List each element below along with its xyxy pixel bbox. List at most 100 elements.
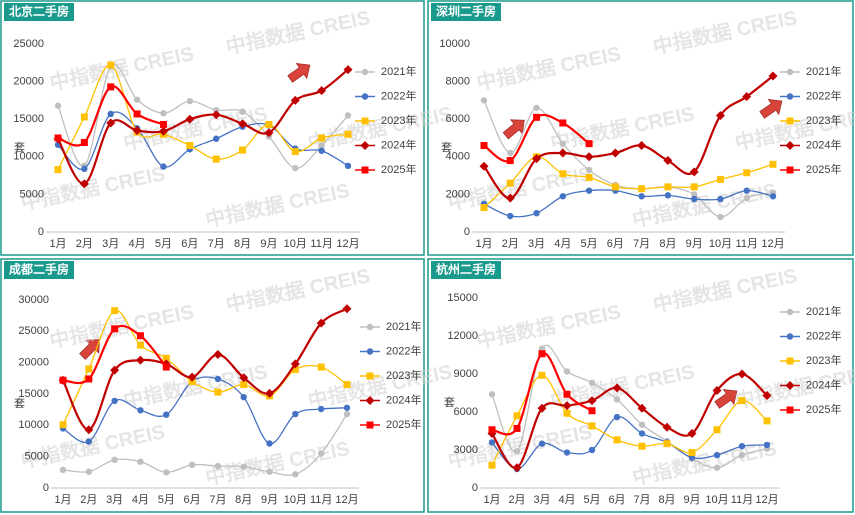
legend-label: 2024年 bbox=[806, 137, 841, 151]
data-point bbox=[265, 388, 275, 398]
data-point bbox=[135, 355, 145, 365]
data-point bbox=[585, 166, 593, 174]
data-point bbox=[317, 86, 327, 96]
data-point bbox=[240, 381, 248, 389]
data-point bbox=[533, 113, 541, 121]
data-point bbox=[507, 149, 514, 157]
x-tick-label: 10月 bbox=[284, 494, 307, 506]
data-point bbox=[107, 110, 114, 118]
x-tick-label: 11月 bbox=[310, 238, 332, 250]
data-point bbox=[212, 135, 220, 142]
data-point bbox=[54, 102, 62, 109]
data-point bbox=[533, 210, 540, 217]
data-point bbox=[291, 148, 299, 156]
data-point bbox=[559, 170, 567, 178]
data-point bbox=[111, 456, 118, 463]
data-point bbox=[637, 141, 647, 151]
x-tick-label: 7月 bbox=[633, 494, 650, 506]
data-point bbox=[317, 405, 325, 413]
y-tick-label: 6000 bbox=[454, 406, 478, 418]
panel-border bbox=[427, 258, 854, 513]
y-tick-label: 3000 bbox=[454, 444, 478, 456]
data-point bbox=[585, 173, 593, 181]
data-point bbox=[688, 449, 696, 457]
legend-marker bbox=[786, 308, 794, 316]
data-point bbox=[292, 410, 299, 418]
data-point bbox=[663, 156, 673, 166]
legend-label: 2024年 bbox=[381, 137, 416, 151]
data-point bbox=[585, 140, 593, 148]
data-point bbox=[136, 341, 144, 349]
data-point bbox=[562, 401, 572, 411]
data-point bbox=[513, 448, 521, 455]
data-point bbox=[488, 439, 496, 446]
data-point bbox=[160, 109, 167, 117]
data-point bbox=[80, 113, 88, 121]
data-point bbox=[537, 403, 547, 413]
data-point bbox=[292, 164, 299, 172]
data-point bbox=[559, 140, 567, 147]
data-point bbox=[638, 193, 645, 200]
data-point bbox=[85, 438, 93, 445]
data-point bbox=[717, 213, 724, 221]
data-point bbox=[768, 71, 778, 81]
data-point bbox=[186, 142, 194, 150]
x-tick-label: 11月 bbox=[731, 494, 753, 506]
data-point bbox=[563, 368, 571, 375]
x-tick-label: 3月 bbox=[533, 494, 550, 506]
x-tick-label: 7月 bbox=[209, 494, 226, 506]
x-tick-label: 5月 bbox=[155, 238, 172, 250]
y-tick-label: 5000 bbox=[20, 188, 44, 200]
data-point bbox=[663, 440, 671, 448]
data-point bbox=[85, 365, 93, 373]
y-tick-label: 15000 bbox=[13, 113, 44, 125]
data-point bbox=[318, 142, 325, 149]
data-point bbox=[638, 421, 646, 428]
data-point bbox=[188, 461, 196, 469]
data-point bbox=[212, 106, 220, 114]
data-point bbox=[584, 152, 594, 162]
data-point bbox=[80, 139, 88, 147]
x-tick-label: 9月 bbox=[686, 238, 703, 250]
legend-marker bbox=[366, 348, 374, 355]
data-point bbox=[713, 426, 721, 434]
data-point bbox=[690, 183, 698, 191]
watermark: 中指数据 CREIS bbox=[474, 41, 622, 95]
x-tick-label: 7月 bbox=[208, 238, 225, 250]
y-tick-label: 20000 bbox=[18, 357, 49, 369]
data-point bbox=[266, 468, 273, 475]
x-tick-label: 2月 bbox=[502, 238, 519, 250]
legend-marker bbox=[786, 68, 794, 76]
data-point bbox=[588, 379, 596, 387]
legend-label: 2022年 bbox=[806, 88, 841, 102]
data-point bbox=[506, 179, 514, 187]
data-point bbox=[763, 417, 771, 425]
data-point bbox=[211, 110, 221, 120]
data-point bbox=[239, 146, 247, 154]
data-point bbox=[512, 463, 522, 473]
legend-marker bbox=[366, 421, 374, 429]
trend-arrow bbox=[287, 62, 311, 83]
watermark: 中指数据 CREIS bbox=[306, 359, 454, 413]
data-point bbox=[611, 183, 619, 191]
data-point bbox=[559, 193, 567, 200]
data-point bbox=[738, 451, 746, 459]
legend-label: 2025年 bbox=[806, 162, 841, 176]
panel-border bbox=[427, 0, 854, 256]
data-point bbox=[54, 166, 62, 174]
watermark: 中指数据 CREIS bbox=[306, 101, 454, 155]
legend-label: 2025年 bbox=[381, 162, 416, 176]
legend-label: 2021年 bbox=[386, 319, 421, 333]
data-point bbox=[137, 458, 144, 465]
x-tick-label: 9月 bbox=[683, 494, 700, 506]
legend-marker bbox=[365, 396, 375, 405]
watermark: 中指数据 CREIS bbox=[651, 263, 799, 317]
data-point bbox=[238, 119, 248, 129]
x-tick-label: 4月 bbox=[129, 238, 146, 250]
x-tick-label: 4月 bbox=[132, 494, 149, 506]
data-point bbox=[318, 134, 326, 142]
data-point bbox=[563, 390, 571, 398]
legend-label: 2021年 bbox=[806, 304, 841, 318]
data-point bbox=[480, 142, 488, 150]
